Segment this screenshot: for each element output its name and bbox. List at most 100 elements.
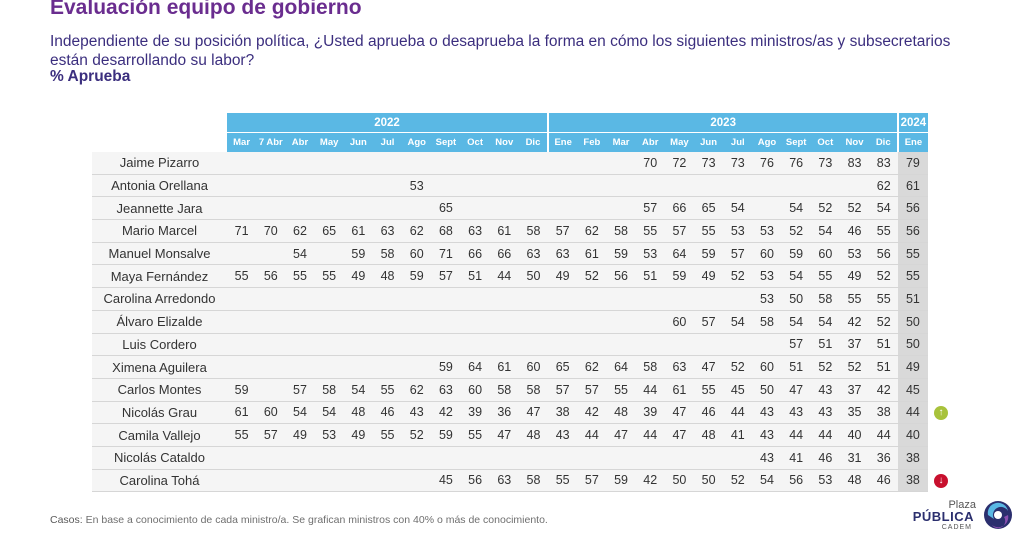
value-cell: 48: [694, 423, 724, 447]
value-cell: 54: [752, 469, 782, 493]
value-cell: [606, 310, 636, 334]
value-cell: 57: [577, 469, 607, 493]
value-cell: [606, 152, 636, 175]
value-cell: 76: [781, 152, 811, 175]
question-text: Independiente de su posición política, ¿…: [50, 33, 951, 69]
value-cell: 57: [285, 378, 315, 402]
footer-note: Casos: En base a conocimiento de cada mi…: [50, 514, 548, 526]
table-row: Jeannette Jara 65 57 66 65 54 54 52 52 54 56: [92, 196, 928, 221]
value-cell: 55: [227, 423, 257, 447]
value-cell: 48: [343, 401, 373, 425]
value-cell: 56: [781, 469, 811, 493]
minister-name: Nicolás Grau: [92, 401, 227, 425]
value-cell: [227, 287, 257, 311]
value-cell: 58: [635, 355, 665, 379]
value-cell: 45: [898, 378, 928, 402]
value-cell: [664, 446, 694, 470]
value-cell: 61: [577, 242, 607, 266]
minister-name: Manuel Monsalve: [92, 242, 227, 266]
value-cell: [256, 196, 286, 221]
value-cell: [694, 287, 724, 311]
value-cell: 38: [548, 401, 578, 425]
value-cell: [489, 287, 519, 311]
minister-name: Ximena Aguilera: [92, 355, 227, 379]
value-cell: 60: [256, 401, 286, 425]
value-cell: 59: [402, 264, 432, 289]
month-header: Feb: [577, 132, 607, 152]
value-cell: 38: [898, 446, 928, 470]
table-row: Carolina Tohá 45 56 63 58 55 57 59 42 50 50 52 54 56 5…: [92, 469, 928, 493]
month-header: May: [664, 132, 694, 152]
value-cell: 55: [810, 264, 840, 289]
value-cell: 42: [635, 469, 665, 493]
value-cell: [635, 333, 665, 357]
value-cell: [314, 242, 344, 266]
value-cell: [227, 446, 257, 470]
value-cell: 54: [343, 378, 373, 402]
value-cell: [606, 287, 636, 311]
value-cell: 48: [606, 401, 636, 425]
value-cell: [489, 446, 519, 470]
value-cell: [635, 287, 665, 311]
value-cell: [460, 196, 490, 221]
table-row: Carolina Arredondo 53 50 58 55 55 51: [92, 287, 928, 311]
value-cell: [460, 446, 490, 470]
value-cell: 58: [314, 378, 344, 402]
value-cell: 59: [343, 242, 373, 266]
value-cell: [372, 446, 403, 470]
value-cell: [285, 196, 315, 221]
value-cell: 44: [810, 423, 840, 447]
value-cell: 65: [548, 355, 578, 379]
table-row: Mario Marcel 71 70 62 65 61 63 62 68 63 61 58 57 62 58…: [92, 219, 928, 243]
minister-name: Maya Fernández: [92, 264, 227, 289]
value-cell: [694, 333, 724, 357]
value-cell: [227, 333, 257, 357]
value-cell: [256, 152, 286, 175]
value-cell: 63: [489, 469, 519, 493]
value-cell: 50: [752, 378, 782, 402]
value-cell: [343, 287, 373, 311]
value-cell: 31: [839, 446, 870, 470]
value-cell: 43: [810, 401, 840, 425]
value-cell: 52: [723, 355, 753, 379]
value-cell: [256, 333, 286, 357]
value-cell: 56: [606, 264, 636, 289]
value-cell: 53: [752, 219, 782, 243]
value-cell: 52: [869, 264, 899, 289]
value-cell: [343, 196, 373, 221]
value-cell: 73: [810, 152, 840, 175]
value-cell: 47: [489, 423, 519, 447]
value-cell: [606, 333, 636, 357]
value-cell: 50: [781, 287, 811, 311]
value-cell: [518, 174, 549, 198]
value-cell: [285, 446, 315, 470]
value-cell: 42: [839, 310, 870, 334]
header-corner: [92, 113, 227, 133]
value-cell: [343, 174, 373, 198]
value-cell: 73: [723, 152, 753, 175]
value-cell: [548, 174, 578, 198]
value-cell: 60: [664, 310, 694, 334]
value-cell: 55: [285, 264, 315, 289]
value-cell: [285, 310, 315, 334]
value-cell: 54: [781, 264, 811, 289]
value-cell: [752, 196, 782, 221]
value-cell: [577, 287, 607, 311]
arrow-up-icon: ↑: [934, 405, 948, 420]
value-cell: [723, 333, 753, 357]
value-cell: 66: [460, 242, 490, 266]
value-cell: [343, 469, 373, 493]
value-cell: [518, 310, 549, 334]
value-cell: [431, 310, 461, 334]
value-cell: [402, 152, 432, 175]
value-cell: 64: [664, 242, 694, 266]
value-cell: [460, 287, 490, 311]
value-cell: 76: [752, 152, 782, 175]
value-cell: [577, 446, 607, 470]
value-cell: [548, 196, 578, 221]
value-cell: 43: [810, 378, 840, 402]
value-cell: [343, 355, 373, 379]
value-cell: 62: [869, 174, 899, 198]
value-cell: 43: [752, 446, 782, 470]
value-cell: [285, 152, 315, 175]
